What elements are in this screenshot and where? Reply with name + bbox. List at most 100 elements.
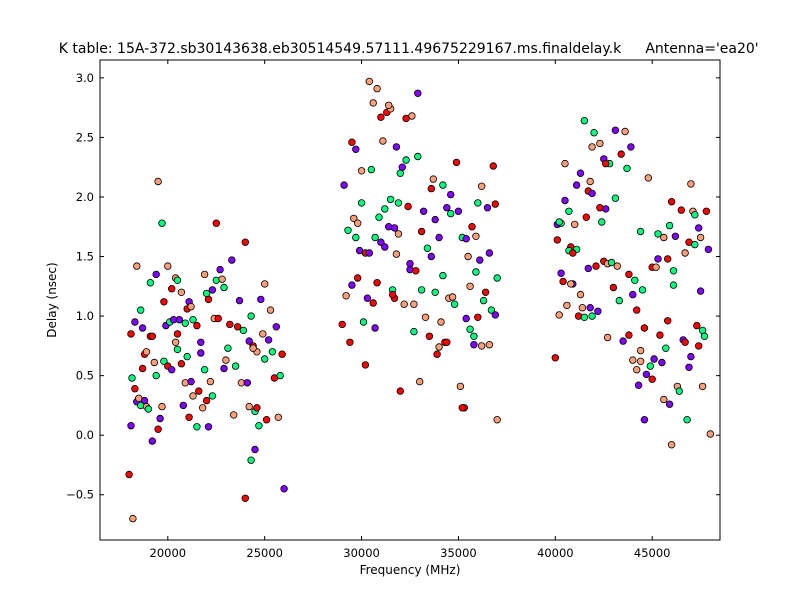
data-point: [470, 332, 478, 340]
x-tick-label: 35000: [440, 546, 477, 560]
data-point: [177, 288, 186, 296]
data-point: [208, 392, 217, 400]
data-point: [654, 230, 662, 238]
data-point: [357, 199, 366, 207]
data-point: [681, 338, 689, 346]
data-point: [437, 318, 445, 326]
data-point: [128, 374, 136, 382]
data-point: [373, 279, 381, 287]
data-point: [204, 295, 213, 304]
data-point: [646, 362, 654, 370]
data-point: [412, 267, 420, 275]
data-point: [352, 145, 360, 153]
data-point: [675, 387, 683, 395]
y-axis-label: Delay (nsec): [45, 262, 59, 337]
data-point: [181, 319, 189, 327]
data-point: [613, 262, 621, 270]
data-point: [696, 287, 705, 295]
data-point: [664, 317, 672, 325]
data-point: [204, 423, 213, 431]
data-point: [691, 211, 699, 219]
data-point: [561, 159, 569, 168]
data-point: [140, 396, 149, 405]
chart-subtitle: Antenna='ea20': [645, 41, 758, 57]
data-point: [173, 276, 182, 284]
data-point: [198, 404, 207, 412]
x-tick-label: 25000: [246, 546, 283, 560]
data-point: [439, 181, 447, 189]
data-point: [264, 336, 273, 344]
data-point: [464, 252, 472, 261]
data-point: [185, 413, 193, 421]
data-point: [154, 177, 162, 186]
data-point: [259, 330, 267, 338]
data-point: [228, 256, 236, 264]
data-point: [611, 126, 620, 134]
data-point: [431, 215, 439, 224]
data-point: [361, 361, 370, 369]
data-point: [478, 342, 486, 350]
data-point: [576, 290, 585, 299]
data-point: [588, 189, 596, 198]
data-point: [280, 485, 288, 493]
data-point: [472, 232, 480, 240]
data-point: [365, 77, 373, 86]
data-point: [187, 302, 195, 311]
data-point: [363, 294, 372, 302]
data-point: [197, 338, 205, 346]
data-point: [654, 255, 662, 263]
data-point: [683, 416, 691, 424]
data-point: [231, 362, 240, 370]
data-point: [474, 313, 482, 321]
data-point: [160, 357, 168, 365]
x-tick-label: 20000: [150, 546, 187, 560]
data-point: [365, 249, 373, 257]
data-point: [183, 352, 191, 361]
data-point: [348, 281, 356, 289]
data-point: [388, 290, 397, 299]
data-point: [200, 270, 209, 279]
data-point: [220, 283, 228, 292]
data-point: [247, 456, 255, 464]
data-point: [427, 184, 435, 193]
data-point: [129, 514, 137, 523]
data-point: [354, 274, 362, 282]
data-point: [648, 375, 656, 383]
data-point: [257, 295, 265, 304]
data-point: [350, 214, 358, 223]
data-point: [652, 263, 660, 271]
data-point: [344, 226, 352, 234]
data-point: [138, 364, 147, 373]
y-tick-label: 3.0: [76, 71, 94, 85]
data-point: [274, 413, 282, 421]
plot-frame: [99, 59, 721, 541]
data-point: [229, 411, 238, 419]
data-point: [173, 345, 182, 354]
data-point: [611, 194, 620, 202]
data-point: [619, 337, 627, 345]
data-point: [222, 356, 230, 364]
data-point: [476, 256, 484, 264]
data-point: [206, 377, 215, 386]
data-point: [431, 288, 439, 296]
data-point: [158, 219, 166, 227]
data-point: [625, 270, 633, 279]
data-point: [164, 262, 172, 270]
data-point: [491, 200, 499, 208]
data-point: [179, 401, 187, 410]
data-point: [662, 344, 670, 352]
data-point: [375, 213, 383, 221]
data-point: [448, 293, 457, 301]
data-point: [131, 385, 139, 393]
data-point: [402, 156, 410, 164]
data-point: [402, 114, 410, 123]
data-point: [152, 371, 160, 380]
data-point: [638, 286, 647, 294]
data-point: [261, 280, 269, 288]
data-point: [429, 175, 437, 183]
data-point: [665, 221, 674, 230]
data-point: [216, 265, 224, 274]
data-point: [377, 113, 385, 121]
data-point: [580, 116, 589, 125]
